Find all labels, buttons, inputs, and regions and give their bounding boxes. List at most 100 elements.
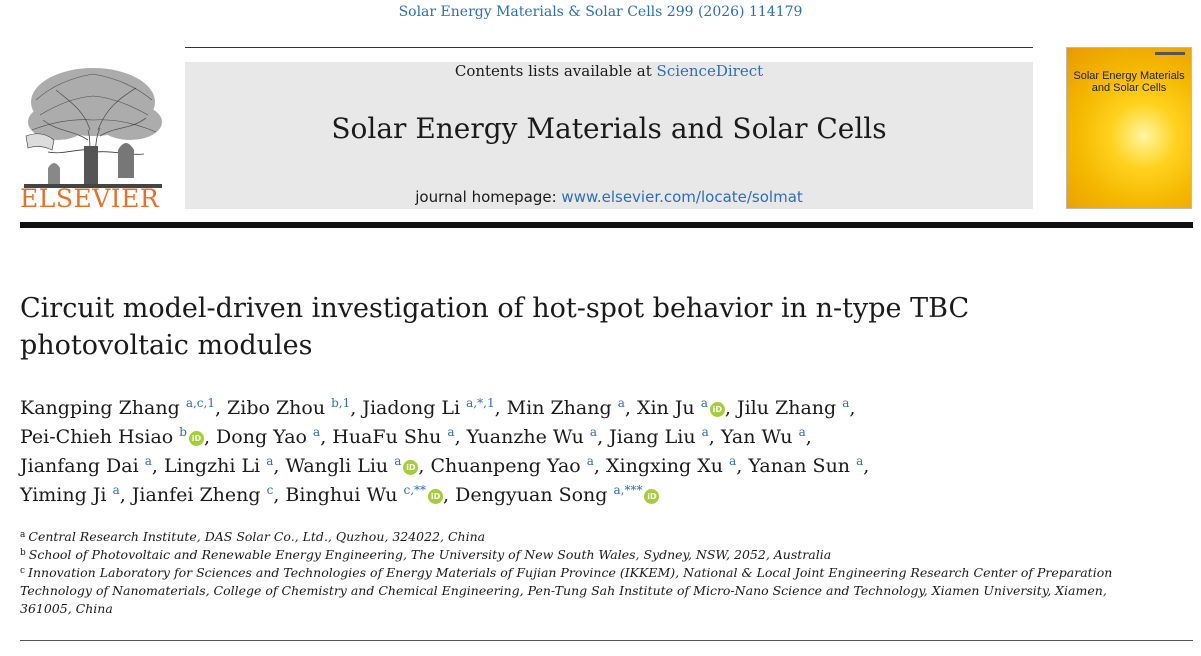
author-separator: , (863, 455, 870, 477)
affiliation-text: Innovation Laboratory for Sciences and T… (20, 565, 1113, 616)
author-name[interactable]: Chuanpeng Yao (430, 455, 587, 477)
journal-name: Solar Energy Materials and Solar Cells (331, 112, 887, 145)
homepage-line: journal homepage: www.elsevier.com/locat… (185, 188, 1033, 206)
author-separator: , (119, 484, 132, 506)
author-name[interactable]: Wangli Liu (285, 455, 395, 477)
author-name[interactable]: Dengyuan Song (455, 484, 614, 506)
author-name[interactable]: Yanan Sun (748, 455, 857, 477)
author-separator: , (708, 426, 721, 448)
orcid-icon[interactable]: iD (188, 431, 204, 446)
author-name[interactable]: Jianfang Dai (20, 455, 145, 477)
footer-divider (20, 640, 1193, 641)
author-affiliation-sup[interactable]: a,*,1 (466, 396, 495, 410)
affiliation-label: b (20, 548, 26, 558)
orcid-icon[interactable]: iD (644, 489, 660, 504)
affiliation-b: b School of Photovoltaic and Renewable En… (20, 546, 1140, 564)
author-name[interactable]: Yiming Ji (20, 484, 113, 506)
author-name[interactable]: HuaFu Shu (332, 426, 448, 448)
author-name[interactable]: Zibo Zhou (227, 397, 332, 419)
author-separator: , (494, 397, 507, 419)
author-separator: , (443, 484, 456, 506)
author-name[interactable]: Jiang Liu (609, 426, 702, 448)
author-affiliation-sup[interactable]: a (266, 454, 274, 468)
affiliation-label: a (20, 530, 26, 540)
author-affiliation-sup[interactable]: a,c,1 (185, 396, 215, 410)
author-separator: , (805, 426, 812, 448)
author-affiliation-sup[interactable]: a,*** (613, 483, 643, 497)
author-affiliation-sup[interactable]: a (394, 454, 402, 468)
journal-banner: Contents lists available at ScienceDirec… (185, 62, 1033, 209)
author-affiliation-sup[interactable]: a (313, 425, 321, 439)
author-affiliation-sup[interactable]: c (266, 483, 274, 497)
author-name[interactable]: Lingzhi Li (163, 455, 267, 477)
author-name[interactable]: Binghui Wu (285, 484, 404, 506)
author-name[interactable]: Jianfei Zheng (131, 484, 267, 506)
author-affiliation-sup[interactable]: b (179, 425, 187, 439)
author-affiliation-sup[interactable]: a (701, 425, 709, 439)
author-name[interactable]: Jilu Zhang (736, 397, 843, 419)
affiliation-list: a Central Research Institute, DAS Solar C… (20, 528, 1140, 618)
header-thick-divider (20, 222, 1193, 228)
affiliation-text: Central Research Institute, DAS Solar Co… (28, 529, 486, 544)
author-affiliation-sup[interactable]: a (729, 454, 737, 468)
contents-prefix: Contents lists available at (454, 62, 657, 80)
journal-cover-image[interactable]: Solar Energy Materials and Solar Cells (1066, 47, 1192, 209)
article-title-line-1: Circuit model-driven investigation of ho… (20, 293, 970, 324)
author-name[interactable]: Yan Wu (720, 426, 799, 448)
author-affiliation-sup[interactable]: a (144, 454, 152, 468)
author-affiliation-sup[interactable]: c,** (403, 483, 427, 497)
orcid-icon[interactable]: iD (403, 460, 419, 475)
author-separator: , (593, 455, 607, 477)
author-line: Yiming Ji a, Jianfei Zheng c, Binghui Wu… (20, 481, 1170, 510)
author-affiliation-sup[interactable]: a (586, 454, 594, 468)
affiliation-a: a Central Research Institute, DAS Solar C… (20, 528, 1140, 546)
cover-title: Solar Energy Materials and Solar Cells (1073, 70, 1185, 94)
orcid-icon[interactable]: iD (428, 489, 444, 504)
author-name[interactable]: Jiadong Li (362, 397, 467, 419)
elsevier-wordmark[interactable]: ELSEVIER (20, 184, 160, 213)
elsevier-tree-logo (24, 68, 162, 188)
sciencedirect-link[interactable]: ScienceDirect (656, 62, 764, 80)
author-affiliation-sup[interactable]: a (617, 396, 625, 410)
author-separator: , (320, 426, 333, 448)
author-separator: , (418, 455, 431, 477)
author-separator: , (350, 397, 363, 419)
author-line: Jianfang Dai a, Lingzhi Li a, Wangli Liu… (20, 452, 1170, 481)
author-name[interactable]: Min Zhang (506, 397, 618, 419)
author-name[interactable]: Dong Yao (216, 426, 314, 448)
journal-homepage-link[interactable]: www.elsevier.com/locate/solmat (561, 188, 803, 206)
author-separator: , (273, 484, 286, 506)
author-separator: , (214, 397, 228, 419)
author-separator: , (203, 426, 217, 448)
author-name[interactable]: Kangping Zhang (20, 397, 186, 419)
author-name[interactable]: Xin Ju (636, 397, 701, 419)
author-separator: , (151, 455, 164, 477)
affiliation-label: c (20, 566, 26, 576)
author-name[interactable]: Xingxing Xu (606, 455, 730, 477)
author-separator: , (849, 397, 856, 419)
author-affiliation-sup[interactable]: a (856, 454, 864, 468)
author-affiliation-sup[interactable]: a (112, 483, 120, 497)
article-title-line-2: photovoltaic modules (20, 330, 313, 361)
author-separator: , (724, 397, 737, 419)
orcid-icon[interactable]: iD (709, 402, 725, 417)
author-affiliation-sup[interactable]: a (842, 396, 850, 410)
author-affiliation-sup[interactable]: a (700, 396, 708, 410)
author-separator: , (454, 426, 467, 448)
author-line: Kangping Zhang a,c,1, Zibo Zhou b,1, Jia… (20, 394, 1170, 423)
contents-line: Contents lists available at ScienceDirec… (185, 62, 1033, 80)
author-name[interactable]: Yuanzhe Wu (466, 426, 590, 448)
author-separator: , (736, 455, 749, 477)
author-list: Kangping Zhang a,c,1, Zibo Zhou b,1, Jia… (20, 394, 1170, 510)
author-affiliation-sup[interactable]: b,1 (331, 396, 351, 410)
affiliation-c: c Innovation Laboratory for Sciences and … (20, 564, 1140, 618)
author-line: Pei-Chieh Hsiao b iD, Dong Yao a, HuaFu S… (20, 423, 1170, 452)
author-affiliation-sup[interactable]: a (798, 425, 806, 439)
author-separator: , (273, 455, 286, 477)
author-separator: , (597, 426, 610, 448)
author-separator: , (624, 397, 637, 419)
author-name[interactable]: Pei-Chieh Hsiao (20, 426, 180, 448)
author-affiliation-sup[interactable]: a (447, 425, 455, 439)
author-affiliation-sup[interactable]: a (589, 425, 598, 439)
journal-citation[interactable]: Solar Energy Materials & Solar Cells 299… (398, 4, 803, 20)
